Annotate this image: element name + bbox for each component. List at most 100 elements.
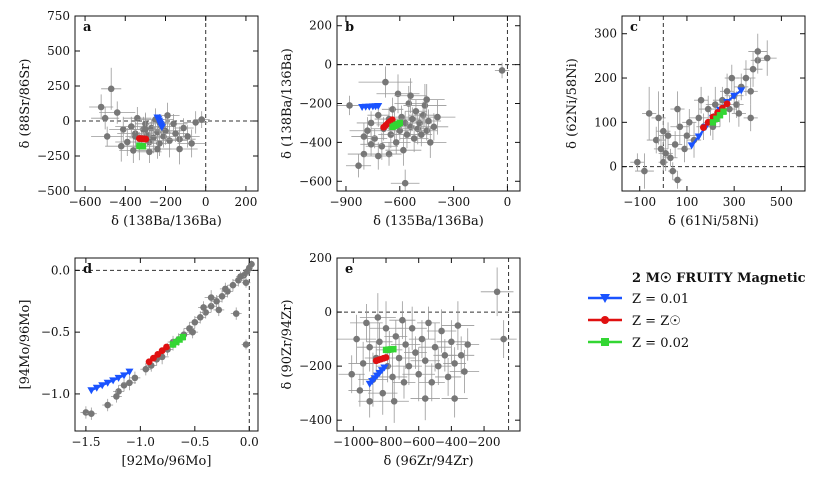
grain-marker	[390, 397, 398, 405]
grain-marker	[451, 360, 458, 367]
legend-square-marker	[601, 338, 609, 346]
x-tick-label: −600	[402, 435, 435, 449]
grain-point	[448, 336, 475, 375]
grain-marker	[107, 85, 115, 93]
grain-marker	[198, 116, 205, 123]
x-tick-label: −200	[468, 435, 501, 449]
series-triangle-marker	[694, 133, 703, 141]
y-axis-label: δ (90Zr/94Zr)	[280, 299, 295, 389]
y-axis-label: δ (88Sr/86Sr)	[18, 59, 33, 149]
series-triangle-marker	[98, 382, 107, 390]
y-tick-label: 250	[47, 79, 70, 93]
grain-marker	[348, 370, 356, 378]
grain-point	[410, 376, 440, 421]
grain-marker	[660, 158, 667, 166]
grain-marker	[683, 132, 691, 139]
y-tick-label: 0	[62, 114, 70, 128]
grain-point	[359, 293, 396, 342]
grain-marker	[101, 114, 109, 122]
grain-marker	[425, 117, 432, 125]
legend-triangle-marker	[600, 294, 610, 303]
grain-marker	[218, 293, 226, 300]
grain-marker	[364, 127, 371, 135]
series-square	[169, 333, 187, 348]
grain-point	[435, 358, 462, 396]
series-circle-marker	[163, 343, 170, 351]
grain-marker	[405, 362, 413, 370]
panel-c: −100 100 300 500 0 100 200 300 c δ (61Ni/58Ni) δ (…	[565, 15, 806, 229]
grain-point	[177, 129, 206, 158]
grain-marker	[695, 114, 703, 122]
grain-marker	[164, 112, 171, 119]
grain-marker	[382, 324, 390, 332]
grain-marker	[403, 131, 411, 138]
grain-marker	[115, 388, 122, 395]
grain-marker	[763, 54, 771, 62]
grain-marker	[402, 341, 409, 348]
series-square-marker	[169, 341, 177, 348]
grain-marker	[733, 101, 740, 108]
grain-point	[204, 290, 218, 305]
grain-marker	[200, 304, 207, 311]
grain-marker	[207, 294, 215, 301]
grain-point	[390, 320, 421, 369]
series-square-marker	[396, 119, 403, 127]
grain-marker	[454, 322, 462, 329]
series-square-marker	[713, 115, 720, 122]
grain-marker	[735, 110, 743, 117]
y-tick-label: −250	[37, 149, 70, 163]
grain-marker	[434, 113, 441, 121]
grain-point	[91, 107, 120, 130]
grain-marker	[451, 395, 458, 402]
grain-marker	[248, 260, 255, 268]
grain-marker	[142, 365, 150, 373]
series-triangle-marker	[87, 387, 96, 395]
legend-entry-z002: Z = 0.02	[588, 336, 689, 351]
grain-marker	[747, 88, 754, 95]
grain-marker	[88, 410, 95, 418]
grain-point	[236, 271, 245, 282]
y-tick-label: 0	[324, 58, 332, 72]
grain-marker	[415, 370, 422, 378]
series-square-marker	[176, 336, 183, 343]
grain-marker	[117, 142, 125, 150]
grain-marker	[134, 114, 141, 122]
grain-marker	[410, 135, 418, 142]
grain-marker	[97, 103, 105, 111]
grain-marker	[431, 343, 439, 351]
grain-point	[216, 290, 228, 303]
axes-frame	[621, 15, 806, 192]
grain-point	[731, 100, 746, 127]
grain-point	[101, 67, 122, 110]
y-tick-label: −400	[299, 413, 332, 427]
grain-marker	[664, 132, 672, 139]
series-triangle-marker	[380, 364, 389, 372]
grain-marker	[671, 141, 679, 148]
grain-point	[91, 126, 124, 147]
grain-marker	[655, 114, 662, 122]
axes-frame	[336, 257, 521, 432]
x-tick-label: −0.5	[180, 435, 209, 449]
grain-marker	[409, 115, 416, 123]
grain-marker	[180, 124, 187, 132]
grain-point	[490, 320, 517, 359]
grain-point	[630, 153, 645, 172]
y-tick-label: 0	[324, 305, 332, 319]
x-axis-label: δ (135Ba/136Ba)	[373, 214, 484, 229]
series-triangle-marker	[114, 374, 123, 382]
grain-point	[656, 117, 671, 145]
grain-marker	[426, 139, 434, 146]
series-square	[136, 142, 147, 150]
grain-point	[389, 301, 416, 340]
grain-point	[366, 322, 393, 361]
grain-marker	[355, 162, 362, 170]
legend-title: 2 M☉ FRUITY Magnetic	[632, 271, 806, 286]
grain-marker	[395, 354, 403, 362]
grain-marker	[461, 368, 468, 375]
grain-marker	[392, 333, 400, 340]
grain-marker	[366, 397, 373, 405]
grain-marker	[428, 379, 436, 386]
x-tick-label: −900	[329, 195, 362, 209]
grain-marker	[191, 318, 199, 326]
